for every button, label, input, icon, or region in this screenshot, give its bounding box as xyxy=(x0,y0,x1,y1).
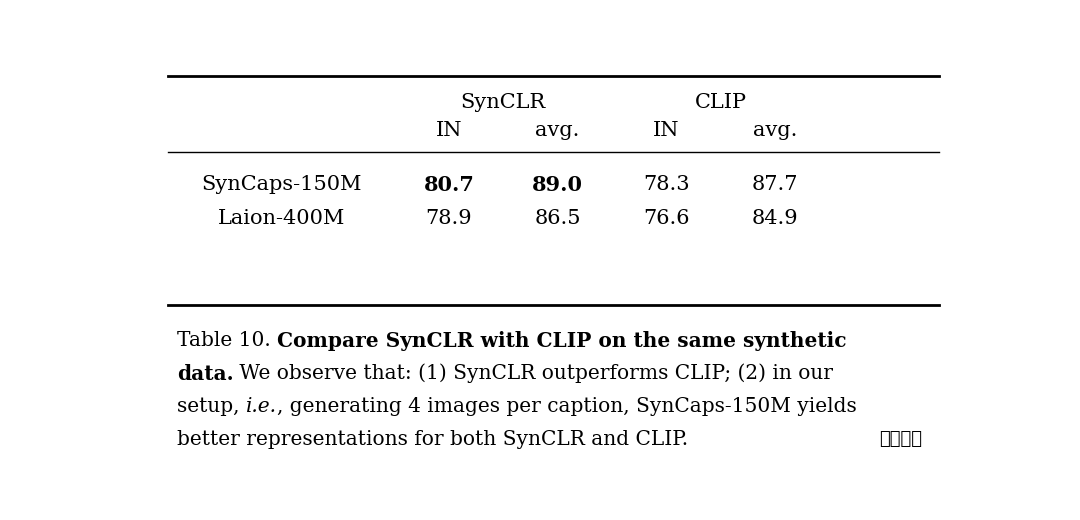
Text: Compare SynCLR with CLIP on the same synthetic: Compare SynCLR with CLIP on the same syn… xyxy=(276,331,847,350)
Text: 80.7: 80.7 xyxy=(423,175,474,194)
Text: 87.7: 87.7 xyxy=(752,175,798,194)
Text: setup,: setup, xyxy=(177,397,246,416)
Text: 智链探索: 智链探索 xyxy=(879,430,922,448)
Text: SynCLR: SynCLR xyxy=(461,93,545,112)
Text: better representations for both SynCLR and CLIP.: better representations for both SynCLR a… xyxy=(177,430,688,449)
Text: Laion-400M: Laion-400M xyxy=(218,209,346,228)
Text: IN: IN xyxy=(435,121,462,140)
Text: Table 10.: Table 10. xyxy=(177,331,276,350)
Text: avg.: avg. xyxy=(753,121,797,140)
Text: 89.0: 89.0 xyxy=(532,175,583,194)
Text: 76.6: 76.6 xyxy=(644,209,690,228)
Text: SynCaps-150M: SynCaps-150M xyxy=(201,175,362,194)
Text: We observe that: (1) SynCLR outperforms CLIP; (2) in our: We observe that: (1) SynCLR outperforms … xyxy=(233,363,834,383)
Text: i.e.: i.e. xyxy=(246,397,276,416)
Text: 86.5: 86.5 xyxy=(535,209,581,228)
Text: IN: IN xyxy=(653,121,679,140)
Text: 78.9: 78.9 xyxy=(426,209,472,228)
Text: 84.9: 84.9 xyxy=(752,209,798,228)
Text: 78.3: 78.3 xyxy=(644,175,690,194)
Text: , generating 4 images per caption, SynCaps-150M yields: , generating 4 images per caption, SynCa… xyxy=(276,397,856,416)
Text: data.: data. xyxy=(177,363,233,384)
Text: avg.: avg. xyxy=(536,121,580,140)
Text: CLIP: CLIP xyxy=(694,93,747,112)
